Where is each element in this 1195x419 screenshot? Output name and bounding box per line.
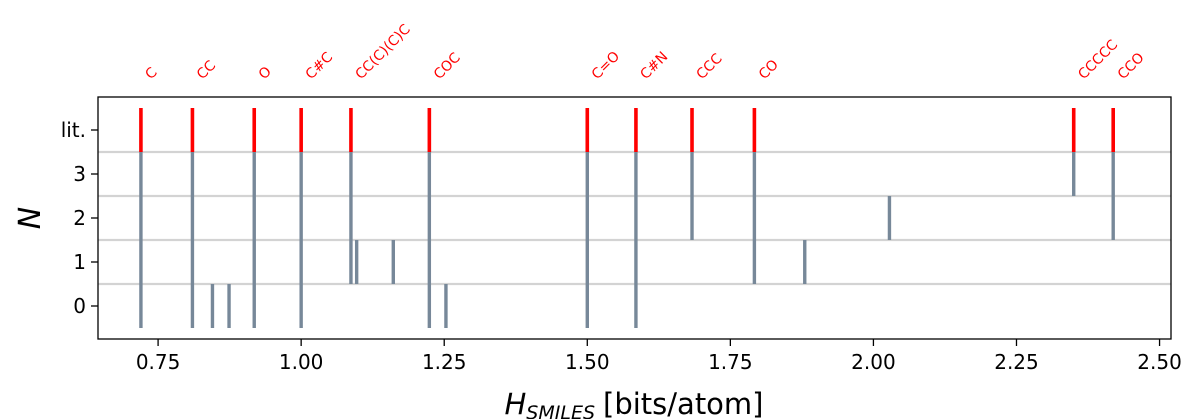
- molecule-label: O: [256, 64, 275, 83]
- molecule-label: CCO: [1115, 50, 1148, 83]
- y-tick-label: 0: [73, 294, 86, 318]
- x-tick-label: 1.00: [279, 350, 324, 374]
- molecule-label: CC: [194, 58, 219, 83]
- y-tick-label: 3: [73, 162, 86, 186]
- molecule-label: C#C: [303, 49, 337, 83]
- x-tick-label: 1.75: [708, 350, 753, 374]
- molecule-label: C#N: [637, 49, 671, 83]
- x-axis-ticks: 0.75 1.00 1.25 1.50 1.75 2.00 2.25 2.50: [136, 339, 1182, 374]
- x-tick-label: 2.50: [1137, 350, 1182, 374]
- x-tick-label: 2.25: [994, 350, 1039, 374]
- y-axis-label: N: [13, 207, 48, 229]
- y-tick-label: 1: [73, 250, 86, 274]
- y-tick-label: lit.: [61, 118, 86, 142]
- molecule-label: CO: [756, 57, 782, 83]
- molecule-label: CCCCC: [1075, 37, 1121, 83]
- x-axis-label: HSMILES [bits/atom]: [504, 387, 763, 419]
- x-tick-label: 0.75: [136, 350, 181, 374]
- molecule-label: CC(C)(C)C: [352, 21, 413, 82]
- y-axis-ticks: 0 1 2 3 lit.: [61, 118, 98, 318]
- molecule-label: C: [142, 64, 160, 82]
- molecule-label: C=O: [589, 49, 623, 83]
- molecule-label: COC: [431, 50, 464, 83]
- x-tick-label: 1.25: [422, 350, 467, 374]
- y-tick-label: 2: [73, 206, 86, 230]
- entropy-bars: [139, 108, 1116, 328]
- x-tick-label: 1.50: [565, 350, 610, 374]
- molecule-label: CCC: [694, 51, 726, 83]
- x-tick-label: 2.00: [851, 350, 896, 374]
